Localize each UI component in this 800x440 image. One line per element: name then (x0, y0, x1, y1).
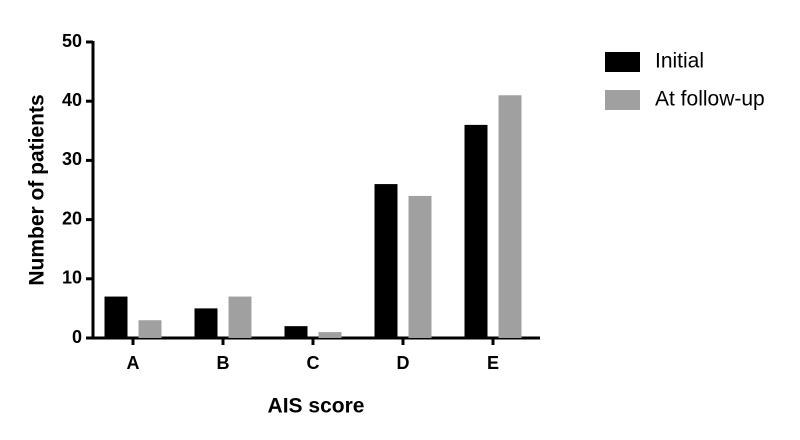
legend-label: At follow-up (655, 88, 765, 111)
y-tick-label: 50 (62, 31, 82, 51)
bar (408, 195, 432, 338)
x-tick-label: B (217, 353, 230, 373)
x-tick-label: E (487, 353, 499, 373)
y-tick-label: 0 (72, 327, 82, 347)
y-tick-label: 40 (62, 90, 82, 110)
legend-swatch (605, 90, 640, 110)
bar (464, 124, 488, 338)
bar (318, 332, 342, 338)
x-tick-label: A (127, 353, 140, 373)
y-tick-label: 20 (62, 208, 82, 228)
bar (374, 184, 398, 338)
x-tick-label: D (397, 353, 410, 373)
bar (194, 308, 218, 338)
legend-label: Initial (655, 50, 704, 73)
bar (498, 95, 522, 338)
x-tick-label: C (307, 353, 320, 373)
bar (138, 320, 162, 338)
y-tick-label: 30 (62, 149, 82, 169)
y-axis-title: Number of patients (26, 94, 49, 285)
x-axis-title: AIS score (268, 395, 365, 418)
legend-swatch (605, 52, 640, 72)
bar (228, 296, 252, 338)
bar (284, 326, 308, 338)
y-tick-label: 10 (62, 268, 82, 288)
bar (104, 296, 128, 338)
